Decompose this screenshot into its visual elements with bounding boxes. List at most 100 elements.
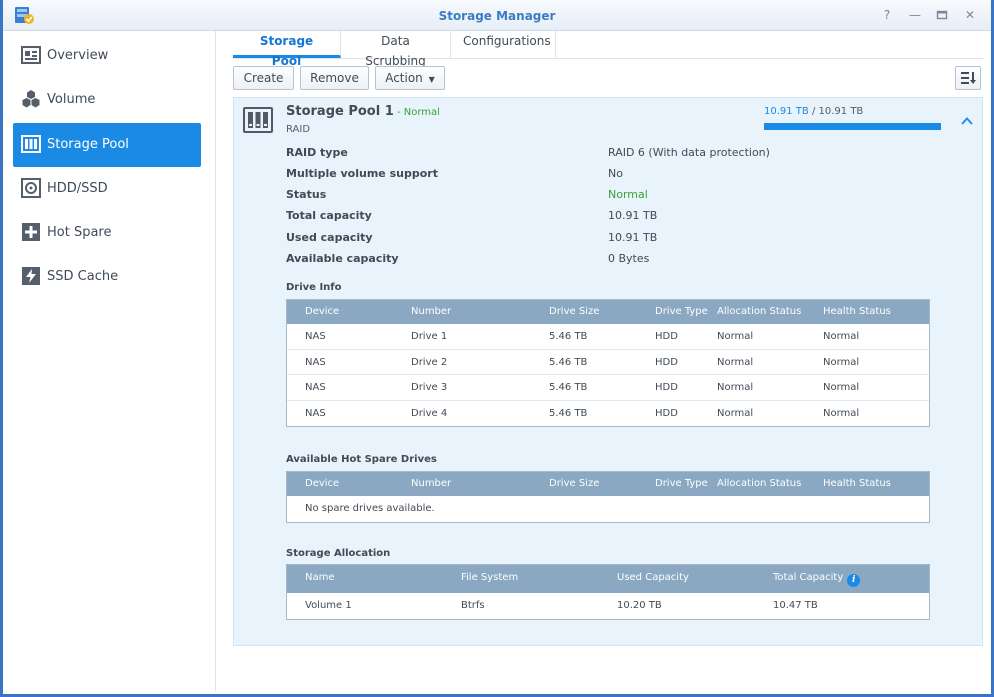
storage-allocation-table: Name File System Used Capacity Total Cap… — [286, 564, 930, 620]
column-header[interactable]: Name — [305, 572, 335, 583]
sidebar-item-storage-pool[interactable]: Storage Pool — [13, 123, 201, 167]
column-header[interactable]: Drive Size — [549, 306, 600, 317]
remove-button[interactable]: Remove — [300, 66, 369, 90]
storage-pool-icon — [21, 135, 41, 153]
empty-message: No spare drives available. — [305, 503, 435, 514]
capacity-readout: 10.91 TB / 10.91 TB — [764, 106, 863, 117]
cell-drive-type: HDD — [655, 382, 678, 393]
column-header[interactable]: Drive Size — [549, 478, 600, 489]
cell-allocation-status: Normal — [717, 407, 754, 419]
cell-allocation-status: Normal — [717, 382, 754, 393]
drive-info-table: Device Number Drive Size Drive Type Allo… — [286, 299, 930, 427]
tab-storage-pool[interactable]: Storage Pool — [233, 31, 341, 68]
hdd-icon — [21, 178, 41, 198]
column-header[interactable]: File System — [461, 572, 519, 583]
column-header[interactable]: Used Capacity — [617, 572, 689, 583]
info-icon[interactable]: i — [847, 574, 861, 587]
storage-pool-panel: Storage Pool 1 - Normal RAID 10.91 TB / … — [233, 97, 983, 646]
window-title: Storage Manager — [438, 9, 556, 23]
cell-drive-size: 5.46 TB — [549, 407, 588, 419]
cell-drive-type: HDD — [655, 356, 678, 368]
cell-health-status: Normal — [823, 407, 860, 419]
prop-value-used-capacity: 10.91 TB — [608, 231, 658, 244]
table-row[interactable]: NAS Drive 2 5.46 TB HDD Normal Normal — [287, 350, 929, 375]
prop-label-used-capacity: Used capacity — [286, 231, 373, 244]
help-icon: ? — [883, 8, 891, 22]
tab-data-scrubbing[interactable]: Data Scrubbing — [341, 31, 451, 68]
table-row[interactable]: NAS Drive 4 5.46 TB HDD Normal Normal — [287, 401, 929, 427]
sidebar-item-volume[interactable]: Volume — [13, 78, 201, 122]
cell-health-status: Normal — [823, 356, 860, 368]
maximize-icon — [936, 10, 948, 20]
cell-name: Volume 1 — [305, 600, 352, 611]
pool-name: Storage Pool 1 — [286, 104, 394, 119]
hot-spare-table: Device Number Drive Size Drive Type Allo… — [286, 471, 930, 523]
cell-file-system: Btrfs — [461, 600, 485, 611]
hot-spare-title: Available Hot Spare Drives — [286, 454, 437, 465]
column-header[interactable]: Drive Type — [655, 306, 708, 317]
title-bar: Storage Manager ? — ✕ — [3, 0, 991, 31]
sidebar-item-overview[interactable]: Overview — [13, 34, 201, 78]
column-header-total-capacity[interactable]: Total Capacity i — [773, 572, 861, 587]
column-header[interactable]: Device — [305, 478, 340, 489]
action-button-label: Action — [385, 71, 423, 85]
cell-drive-size: 5.46 TB — [549, 331, 588, 342]
column-header[interactable]: Number — [411, 478, 452, 489]
cell-drive-size: 5.46 TB — [549, 382, 588, 393]
ssd-cache-icon — [22, 267, 40, 285]
cell-used-capacity: 10.20 TB — [617, 600, 662, 611]
cell-number: Drive 2 — [411, 356, 448, 368]
column-header[interactable]: Device — [305, 306, 340, 317]
table-row[interactable]: NAS Drive 1 5.46 TB HDD Normal Normal — [287, 324, 929, 350]
column-header-label: Total Capacity — [773, 572, 844, 583]
prop-value-total-capacity: 10.91 TB — [608, 209, 658, 222]
column-header[interactable]: Number — [411, 306, 452, 317]
help-button[interactable]: ? — [879, 7, 895, 23]
sidebar-item-ssd-cache[interactable]: SSD Cache — [13, 255, 201, 299]
tab-configurations[interactable]: Configurations — [451, 31, 556, 58]
sidebar-item-label: HDD/SSD — [47, 181, 108, 196]
pool-status-separator: - — [393, 107, 404, 118]
sidebar-item-hdd-ssd[interactable]: HDD/SSD — [13, 167, 201, 211]
sidebar-item-label: Volume — [47, 92, 96, 107]
prop-label-multiple-volume: Multiple volume support — [286, 167, 438, 180]
column-header[interactable]: Health Status — [823, 478, 891, 489]
hot-spare-icon — [22, 223, 40, 241]
sidebar-item-hot-spare[interactable]: Hot Spare — [13, 211, 201, 255]
overview-icon — [21, 46, 41, 64]
sort-icon — [961, 72, 976, 84]
cell-device: NAS — [305, 356, 326, 368]
cell-device: NAS — [305, 382, 326, 393]
minimize-button[interactable]: — — [907, 7, 923, 23]
caret-down-icon: ▼ — [428, 75, 435, 84]
prop-label-total-capacity: Total capacity — [286, 209, 372, 222]
table-header: Name File System Used Capacity Total Cap… — [287, 565, 929, 593]
volume-icon — [22, 90, 40, 108]
sort-button[interactable] — [955, 66, 981, 90]
column-header[interactable]: Health Status — [823, 306, 891, 317]
pool-subtitle: RAID — [286, 124, 311, 135]
prop-value-status: Normal — [608, 188, 648, 201]
minimize-icon: — — [909, 8, 921, 22]
storage-manager-app-icon — [15, 7, 34, 24]
action-dropdown-button[interactable]: Action ▼ — [375, 66, 445, 90]
cell-health-status: Normal — [823, 382, 860, 393]
close-button[interactable]: ✕ — [962, 7, 978, 23]
sidebar: Overview Volume Storage Pool HDD/SSD Hot… — [3, 31, 216, 691]
table-header: Device Number Drive Size Drive Type Allo… — [287, 472, 929, 496]
prop-value-available-capacity: 0 Bytes — [608, 252, 650, 265]
prop-value-multiple-volume: No — [608, 167, 623, 180]
cell-number: Drive 4 — [411, 407, 448, 419]
column-header[interactable]: Drive Type — [655, 478, 708, 489]
column-header[interactable]: Allocation Status — [717, 306, 802, 317]
prop-label-status: Status — [286, 188, 327, 201]
sidebar-item-label: SSD Cache — [47, 269, 119, 284]
pool-status: Normal — [403, 107, 440, 118]
table-row[interactable]: Volume 1 Btrfs 10.20 TB 10.47 TB — [287, 593, 929, 619]
maximize-button[interactable] — [934, 7, 950, 23]
collapse-chevron-up-icon[interactable] — [960, 114, 974, 128]
column-header[interactable]: Allocation Status — [717, 478, 802, 489]
create-button[interactable]: Create — [233, 66, 294, 90]
table-row[interactable]: NAS Drive 3 5.46 TB HDD Normal Normal — [287, 375, 929, 401]
